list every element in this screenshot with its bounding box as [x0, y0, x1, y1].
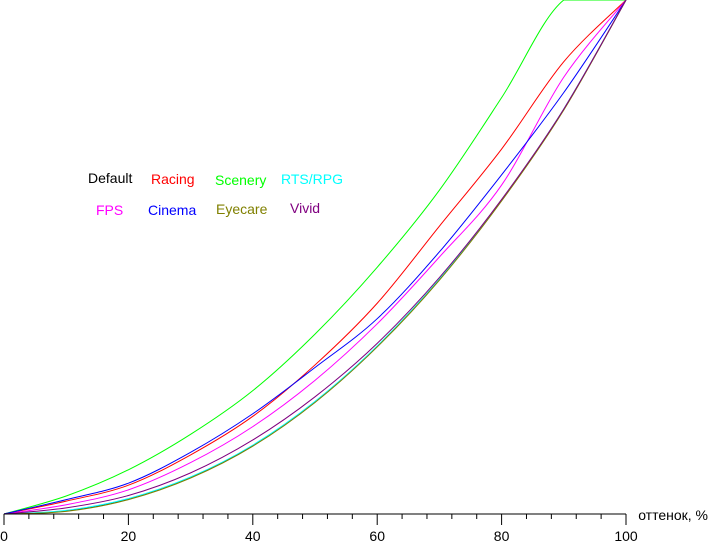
x-axis-ticks: 0 20 40 60 80 100 — [0, 514, 638, 542]
series-line-default — [3, 0, 627, 515]
legend-entry: Eyecare — [216, 201, 268, 217]
x-axis-label: оттенок, % — [638, 507, 708, 523]
legend-entry: Racing — [151, 171, 195, 187]
legend-entry: FPS — [96, 202, 123, 218]
series-line-rts-rpg — [3, 0, 627, 515]
x-tick-label: 80 — [494, 528, 510, 542]
series-line-scenery — [3, 0, 626, 515]
legend-entry: Vivid — [290, 200, 320, 216]
legend-entry: Cinema — [148, 202, 196, 218]
legend-entry: RTS/RPG — [281, 171, 343, 187]
legend-entry: Default — [88, 170, 132, 186]
x-tick-label: 40 — [245, 528, 261, 542]
x-tick-label: 0 — [0, 528, 8, 542]
series-line-racing — [3, 0, 627, 515]
series-line-cinema — [3, 0, 627, 515]
series-line-fps — [3, 0, 627, 515]
x-tick-label: 100 — [614, 528, 638, 542]
series-line-vivid — [3, 0, 627, 515]
legend: Default Racing Scenery RTS/RPG FPS Cinema Eyec… — [88, 170, 343, 218]
x-tick-label: 20 — [121, 528, 137, 542]
series-layer — [3, 0, 627, 515]
series-line-eyecare — [3, 0, 627, 515]
x-tick-label: 60 — [369, 528, 385, 542]
legend-entry: Scenery — [215, 172, 266, 188]
